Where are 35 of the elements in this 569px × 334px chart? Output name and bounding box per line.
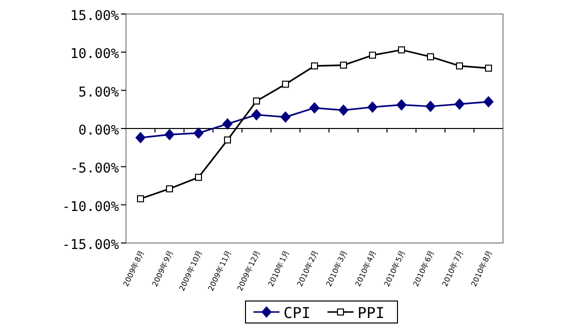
point [253, 98, 260, 105]
point [164, 129, 174, 140]
point [427, 53, 434, 60]
point [426, 100, 436, 112]
point [252, 109, 262, 120]
point [368, 102, 378, 113]
legend-label: PPI [358, 304, 385, 322]
point [136, 132, 146, 144]
point [398, 46, 405, 54]
y-tick-label: 5.00% [78, 84, 119, 100]
point [222, 118, 232, 130]
point [137, 195, 144, 202]
point [456, 62, 463, 70]
point [369, 52, 376, 59]
y-tick-label: -10.00% [62, 198, 119, 215]
point [194, 128, 204, 139]
y-tick-label: 10.00% [70, 46, 119, 62]
legend-label: CPI [284, 304, 311, 322]
point [195, 174, 202, 181]
point [396, 99, 406, 110]
point [310, 102, 320, 114]
y-tick-label: 0.00% [78, 122, 119, 138]
point [485, 64, 492, 72]
point [166, 185, 173, 192]
y-tick-label: -15.00% [62, 237, 119, 253]
point [282, 80, 289, 88]
y-tick-label: 15.00% [70, 8, 119, 24]
point [338, 104, 348, 116]
point [454, 98, 464, 110]
point [280, 112, 290, 123]
y-tick-label: -5.00% [70, 160, 119, 177]
point [311, 62, 318, 70]
point [484, 96, 494, 108]
point [224, 136, 231, 144]
point [340, 62, 347, 69]
